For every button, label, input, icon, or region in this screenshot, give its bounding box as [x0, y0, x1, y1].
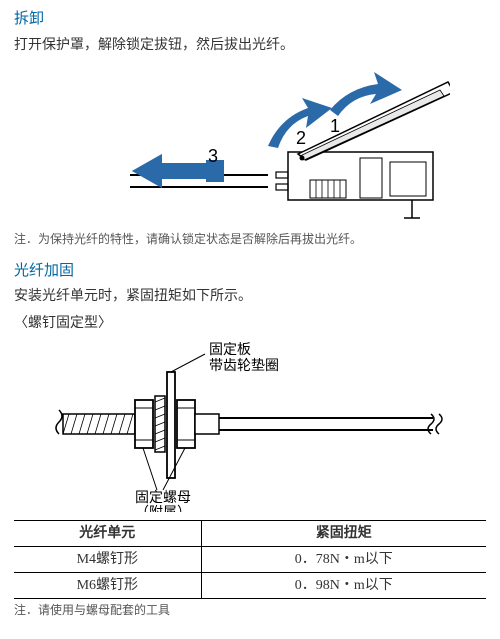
arrow-label-1: 1: [330, 116, 340, 136]
table-footnote: 注．请使用与螺母配套的工具: [14, 601, 486, 619]
table-row: M4螺钉形 0．78N・m以下: [14, 547, 486, 573]
reinforce-instruction: 安装光纤单元时，紧固扭矩如下所示。: [14, 286, 486, 307]
removal-note: 注．为保持光纤的特性，请确认锁定状态是否解除后再拔出光纤。: [14, 230, 486, 248]
removal-title: 拆卸: [14, 8, 486, 31]
label-nut: 固定螺母: [135, 490, 191, 506]
table-cell-torque: 0．98N・m以下: [201, 573, 486, 599]
arrow-label-3: 3: [208, 146, 218, 166]
table-col2: 紧固扭矩: [201, 521, 486, 547]
table-cell-unit: M6螺钉形: [14, 573, 201, 599]
removal-instruction: 打开保护罩，解除锁定拔钮，然后拔出光纤。: [14, 35, 486, 56]
reinforce-title: 光纤加固: [14, 260, 486, 283]
label-plate: 固定板: [209, 342, 251, 358]
table-col1: 光纤单元: [14, 521, 201, 547]
reinforce-subtitle: 〈螺钉固定型〉: [14, 313, 486, 334]
reinforce-diagram: 固定板 带齿轮垫圈 固定螺母 （附属）: [35, 342, 465, 512]
table-cell-torque: 0．78N・m以下: [201, 547, 486, 573]
label-washer: 带齿轮垫圈: [209, 358, 279, 374]
label-included: （附属）: [135, 505, 191, 512]
torque-table: 光纤单元 紧固扭矩 M4螺钉形 0．78N・m以下 M6螺钉形 0．98N・m以…: [14, 520, 486, 599]
removal-diagram: 1 2 3: [50, 62, 450, 222]
table-row: M6螺钉形 0．98N・m以下: [14, 573, 486, 599]
table-cell-unit: M4螺钉形: [14, 547, 201, 573]
arrow-label-2: 2: [296, 128, 306, 148]
